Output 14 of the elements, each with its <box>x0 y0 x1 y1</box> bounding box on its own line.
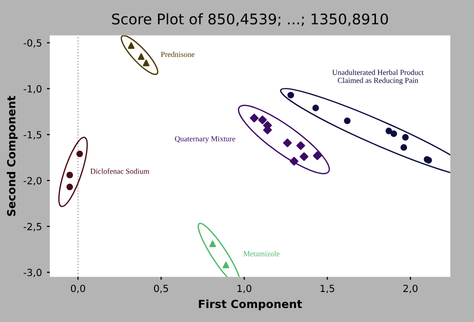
x-tick-label: 1,5 <box>320 284 334 294</box>
y-tick-label: -1,5 <box>24 131 42 140</box>
y-tick-label: -2,5 <box>24 222 42 232</box>
x-tick-label: 1,0 <box>238 284 252 294</box>
y-tick-label: -1,0 <box>24 85 42 94</box>
x-tick-label: 0,0 <box>70 284 86 294</box>
y-tick-label: -0,5 <box>24 39 42 48</box>
y-tick-label: -3,0 <box>24 268 42 278</box>
y-axis-title: Second Component <box>6 96 18 216</box>
chart-title: Score Plot of 850,4539; ...; 1350,8910 <box>112 13 388 26</box>
x-axis-title: First Component <box>198 300 302 310</box>
x-tick-label: 2,0 <box>403 284 418 294</box>
x-tick-label: 0,5 <box>154 284 168 294</box>
y-tick-label: -2,0 <box>24 176 42 186</box>
